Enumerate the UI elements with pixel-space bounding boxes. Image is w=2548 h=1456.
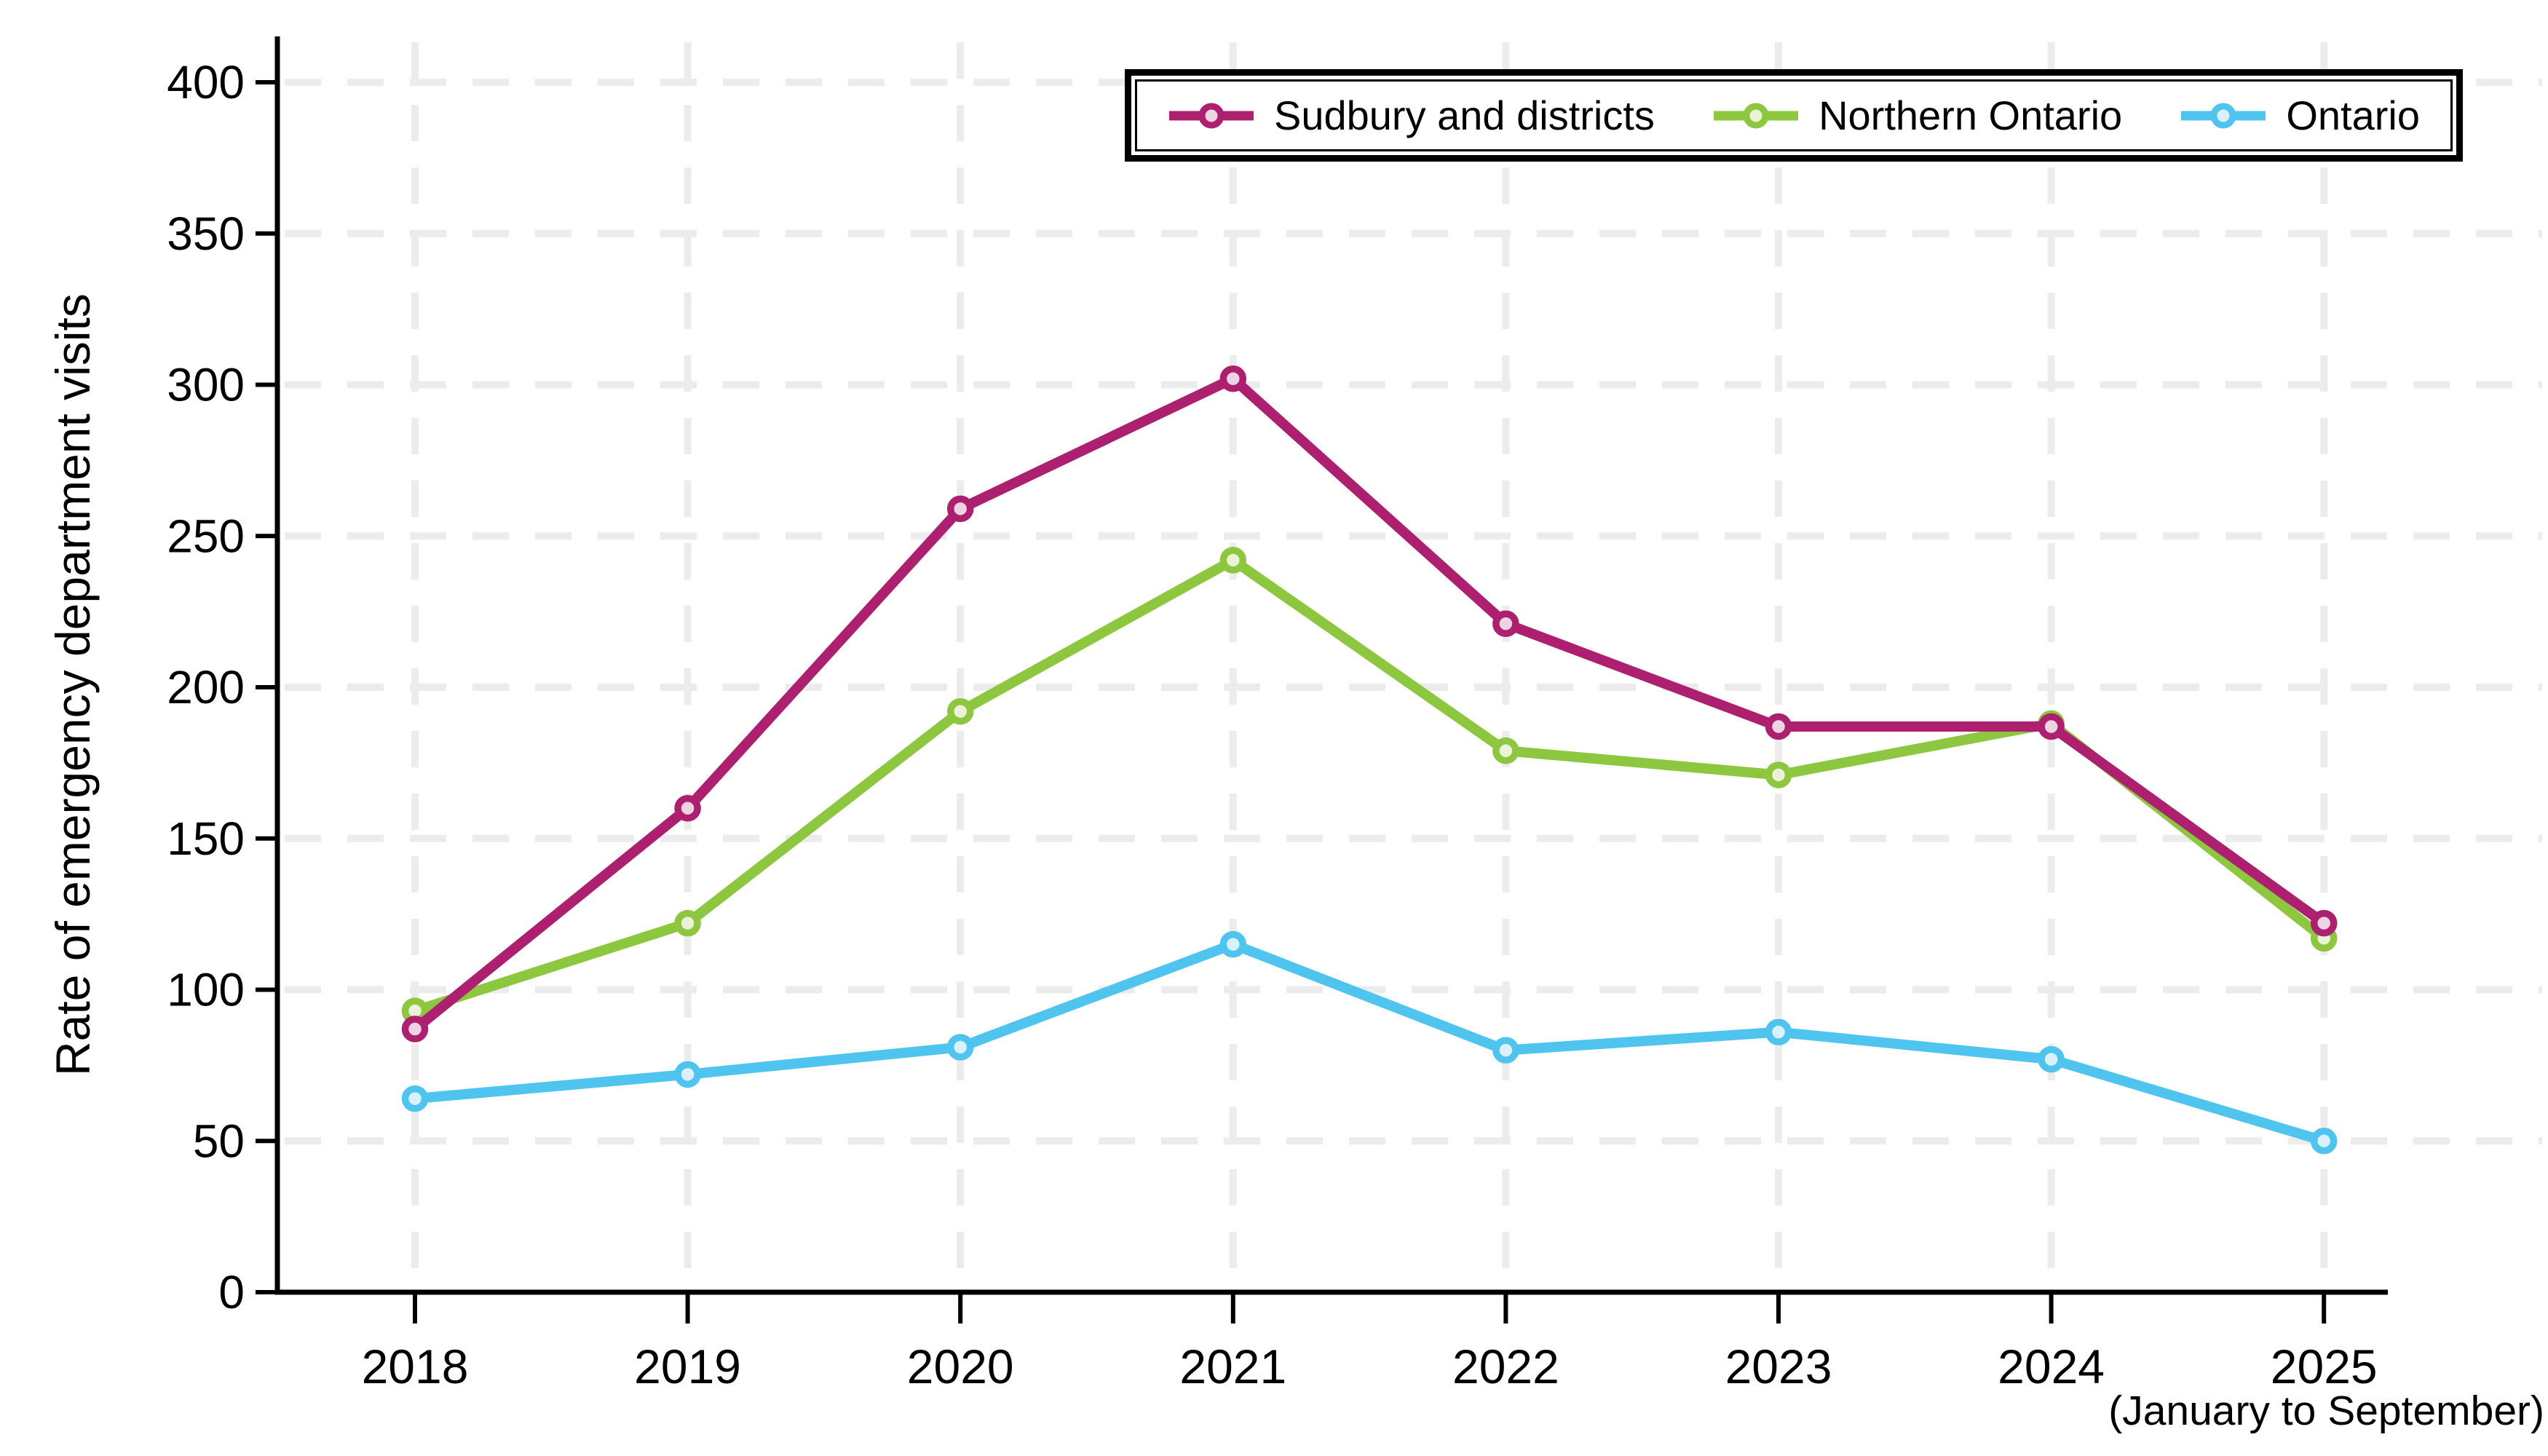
line-marker-icon	[2181, 103, 2266, 128]
x-tick-label: 2023	[1725, 1340, 1832, 1393]
data-point-marker	[946, 697, 974, 725]
data-point-marker	[401, 1016, 429, 1042]
data-point-marker	[1492, 1037, 1519, 1064]
data-point-marker	[674, 1061, 701, 1088]
x-tick-label: 2025	[2271, 1340, 2378, 1393]
x-tick-label: 2024	[1998, 1340, 2105, 1393]
data-point-marker	[2310, 909, 2338, 937]
legend-label: Sudbury and districts	[1274, 92, 1655, 138]
y-tick-label: 50	[193, 1115, 245, 1167]
legend-inner: Sudbury and districts Northern Ontario O…	[1135, 79, 2453, 151]
y-tick-label: 200	[167, 661, 245, 713]
line-marker-icon	[1714, 103, 1799, 128]
x-tick-label: 2020	[907, 1340, 1014, 1393]
x-tick-label: 2018	[362, 1340, 469, 1393]
x-tick-label: 2022	[1452, 1340, 1559, 1393]
y-axis-title: Rate of emergency department visits	[46, 293, 100, 1076]
x-axis-note: (January to September)	[2108, 1388, 2544, 1434]
data-point-marker	[946, 495, 974, 523]
series-line	[410, 555, 2330, 1016]
data-point-marker	[1765, 713, 1792, 740]
data-point-marker	[1492, 610, 1519, 637]
x-tick-label: 2019	[634, 1340, 741, 1393]
legend-label: Northern Ontario	[1819, 92, 2123, 138]
data-point-marker	[1765, 1018, 1792, 1045]
data-point-marker	[946, 1034, 974, 1061]
y-tick-label: 400	[167, 56, 245, 108]
data-point-marker	[2038, 713, 2065, 740]
legend-entry-northern-ontario: Northern Ontario	[1712, 92, 2122, 139]
data-point-marker	[2310, 1128, 2338, 1155]
data-point-marker	[674, 909, 701, 937]
data-point-marker	[1492, 737, 1519, 764]
data-point-marker	[1765, 761, 1792, 788]
legend: Sudbury and districts Northern Ontario O…	[1125, 69, 2463, 162]
y-tick-label: 350	[167, 207, 245, 260]
data-point-marker	[1219, 930, 1247, 958]
data-point-marker	[401, 1085, 429, 1112]
legend-entry-ontario: Ontario	[2180, 92, 2420, 139]
data-point-marker	[2038, 1045, 2065, 1073]
y-tick-label: 0	[218, 1266, 245, 1318]
y-tick-label: 300	[167, 359, 245, 411]
line-marker-icon	[1169, 103, 1254, 128]
y-tick-label: 100	[167, 964, 245, 1016]
y-tick-label: 250	[167, 510, 245, 562]
legend-label: Ontario	[2286, 92, 2420, 138]
x-tick-label: 2021	[1179, 1340, 1286, 1393]
legend-entry-sudbury: Sudbury and districts	[1168, 92, 1655, 139]
data-point-marker	[1219, 365, 1247, 392]
data-point-marker	[674, 794, 701, 822]
y-tick-label: 150	[167, 812, 245, 865]
data-point-marker	[1219, 547, 1247, 574]
series-line	[410, 939, 2330, 1147]
series-line	[410, 373, 2330, 1034]
